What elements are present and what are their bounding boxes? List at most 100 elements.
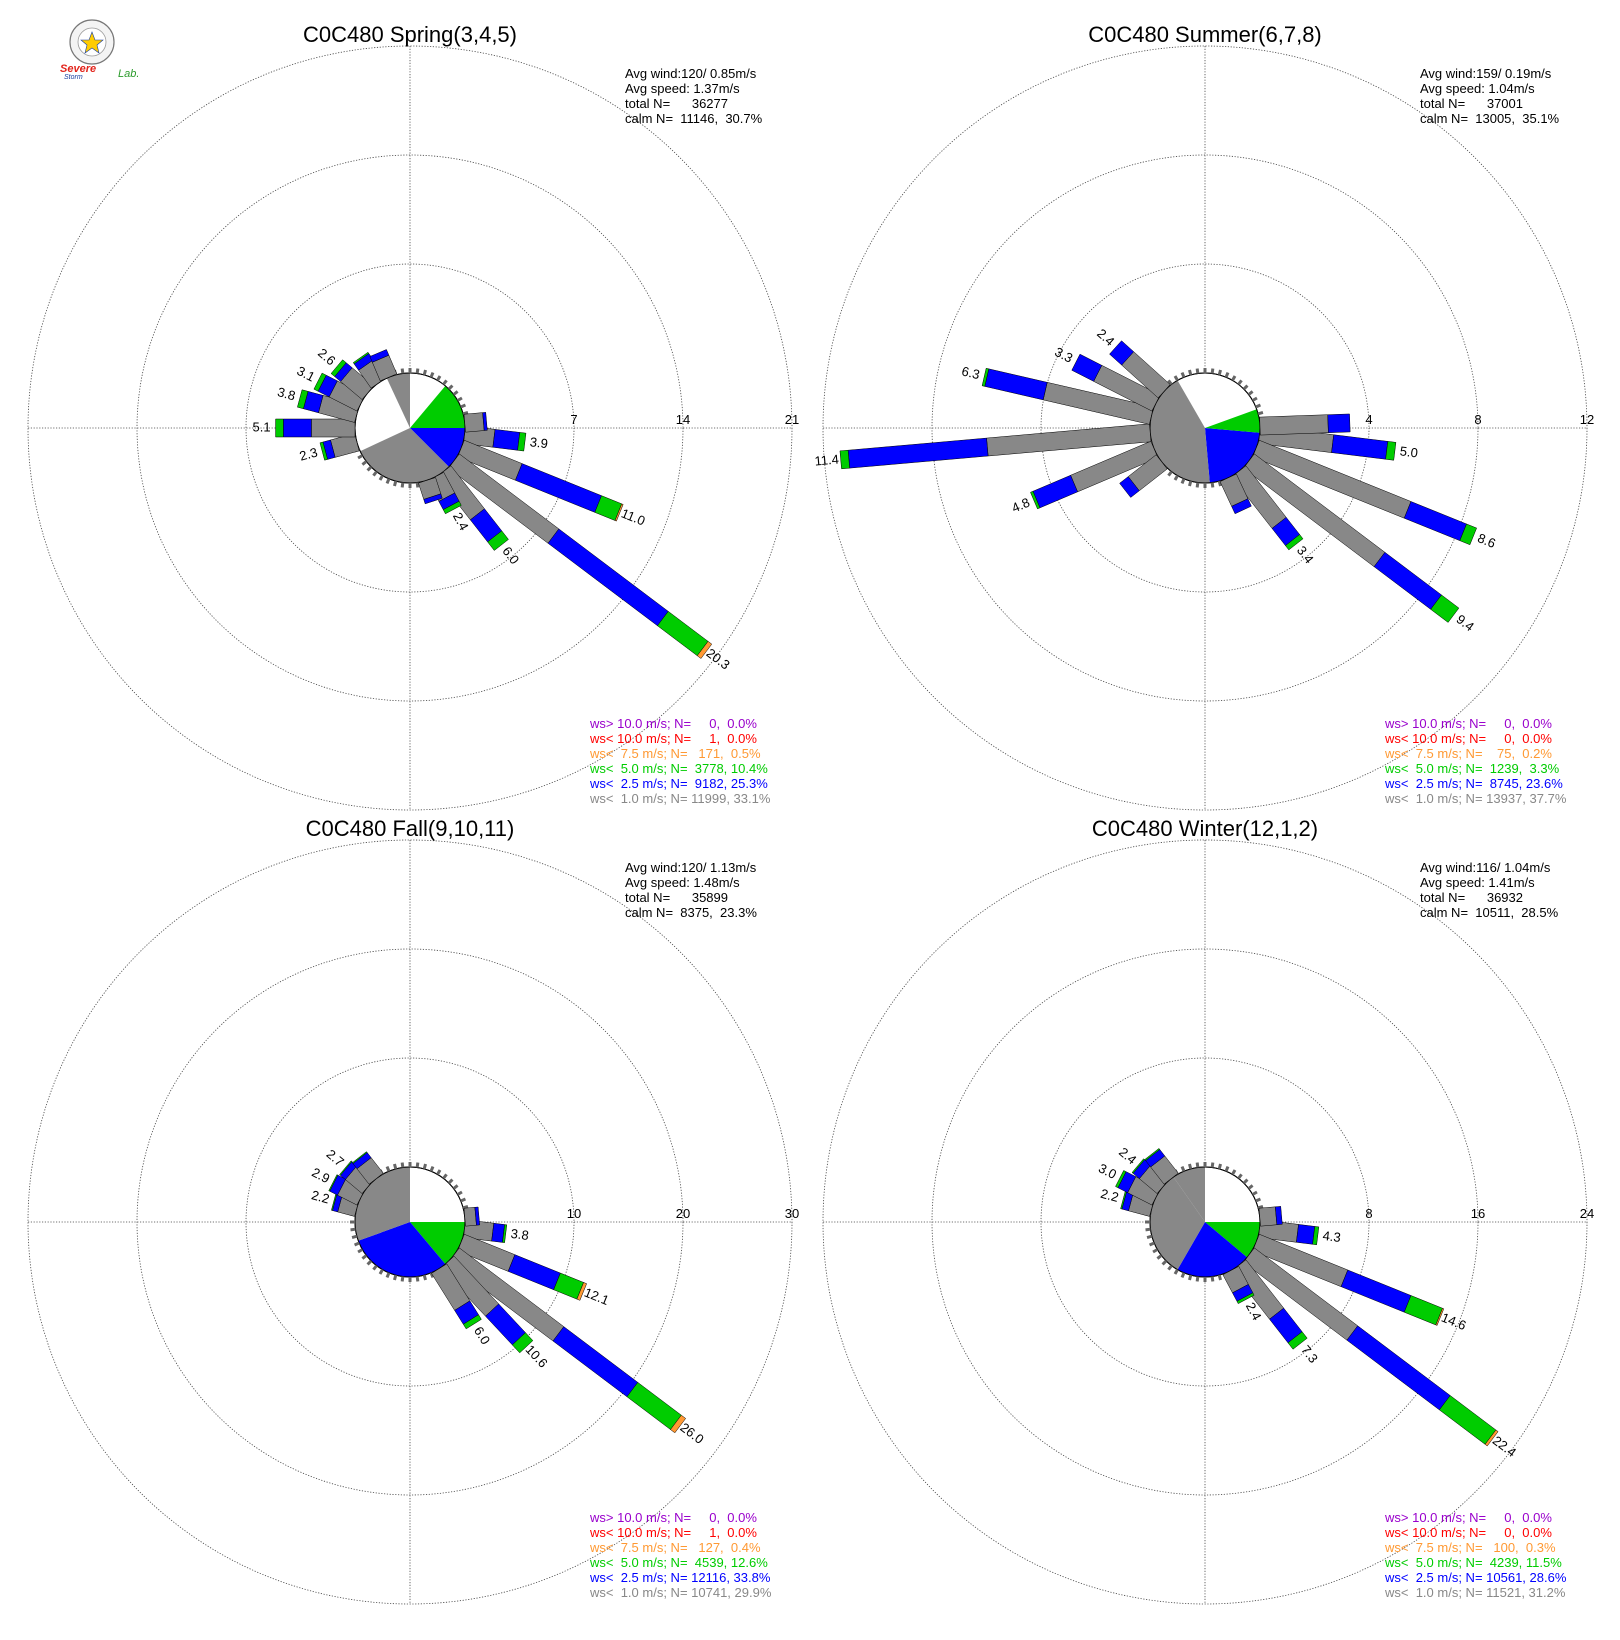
petal-segment [339, 1160, 353, 1176]
hub-tick [366, 1259, 373, 1266]
stats-line: Avg speed: 1.37m/s [625, 81, 740, 96]
petal-label: 2.7 [324, 1146, 347, 1169]
stats-line: Avg wind:159/ 0.19m/s [1420, 66, 1552, 81]
hub-tick [456, 396, 463, 402]
hub-tick [1167, 1264, 1173, 1271]
petal-label: 3.4 [1294, 543, 1317, 566]
hub-tick [385, 1165, 391, 1172]
petal-label: 11.4 [814, 451, 840, 468]
petal-segment [1030, 490, 1041, 510]
hub-tick [460, 403, 467, 409]
hub-tick [1210, 1162, 1215, 1168]
stats-line: Avg wind:120/ 1.13m/s [625, 860, 757, 875]
hub-tick [366, 465, 373, 472]
stats-line: total N= 37001 [1420, 96, 1523, 111]
hub-tick [1255, 1197, 1262, 1203]
hub-tick [456, 1190, 463, 1196]
panel-title: C0C480 Summer(6,7,8) [1088, 22, 1322, 47]
petal-label: 2.3 [298, 445, 319, 464]
legend-entry: ws< 7.5 m/s; N= 75, 0.2% [1384, 746, 1552, 761]
hub-tick [1217, 480, 1222, 487]
hub-tick [415, 368, 420, 374]
hub-tick [357, 1248, 364, 1254]
petal-label: 2.4 [450, 510, 472, 533]
wind-rose-panel: 4 8 12 C0C480 Summer(6,7,8) Avg wind:159/ 0.… [814, 22, 1594, 811]
petal-segment [487, 530, 509, 551]
hub-tick [1195, 1276, 1200, 1282]
petal-segment [614, 503, 624, 522]
petal-segment [1131, 1158, 1145, 1174]
legend-entry: ws< 1.0 m/s; N= 10741, 29.9% [589, 1585, 772, 1600]
petal-segment [1459, 523, 1477, 546]
hub-tick [1210, 482, 1215, 488]
petal-segment [319, 441, 328, 461]
petal-segment [1430, 594, 1460, 623]
hub-tick [422, 1274, 427, 1281]
petal-segment [1403, 501, 1467, 541]
ring-label: 16 [1471, 1206, 1485, 1221]
petal-segment [330, 359, 347, 377]
petal-segment [1340, 1269, 1412, 1313]
calm-sector [1150, 1176, 1205, 1270]
petal-segment [1312, 1226, 1320, 1246]
hub-tick [460, 1197, 467, 1203]
stats-line: Avg wind:120/ 0.85m/s [625, 66, 757, 81]
petal-segment [462, 1314, 482, 1330]
hub-tick [452, 1184, 459, 1190]
petal-label: 3.8 [276, 384, 297, 403]
petal-label: 8.6 [1475, 530, 1497, 551]
hub-tick [1180, 1165, 1186, 1172]
petal-segment [492, 429, 521, 451]
petal-label: 7.3 [1298, 1342, 1321, 1365]
legend-entry: ws> 10.0 m/s; N= 0, 0.0% [1384, 1510, 1552, 1525]
hub-tick [1146, 1234, 1153, 1239]
legend-entry: ws< 1.0 m/s; N= 11999, 33.1% [589, 791, 771, 806]
wind-rose-panel: 10 20 30 C0C480 Fall(9,10,11) Avg wind:120/ … [27, 816, 799, 1605]
petal-label: 5.0 [1399, 443, 1419, 460]
hub-tick [447, 1178, 454, 1185]
logo-text-storm: Storm [64, 74, 83, 81]
ring-label: 24 [1580, 1206, 1594, 1221]
legend-entry: ws< 7.5 m/s; N= 171, 0.5% [589, 746, 761, 761]
grid-ring [822, 45, 1588, 811]
legend-entry: ws< 7.5 m/s; N= 100, 0.3% [1384, 1540, 1556, 1555]
petal-label: 2.2 [1099, 1186, 1120, 1205]
hub-tick [361, 1254, 368, 1260]
hub-tick [436, 375, 442, 382]
logo-star-icon [80, 31, 104, 54]
legend-entry: ws< 5.0 m/s; N= 4239, 11.5% [1384, 1555, 1562, 1570]
hub-tick [1257, 411, 1264, 416]
petal-segment [1275, 1206, 1283, 1226]
hub-tick [1195, 1162, 1200, 1168]
calm-sector [410, 428, 465, 467]
petal-segment [696, 640, 713, 659]
hub-tick [400, 368, 405, 374]
hub-tick [378, 1268, 384, 1275]
petal-segment [1109, 340, 1135, 366]
petal-segment [351, 1151, 368, 1164]
petal-label: 4.3 [1322, 1228, 1342, 1245]
petal-label: 2.4 [1094, 326, 1117, 349]
grid-ring [822, 839, 1588, 1605]
calm-sector [1205, 1222, 1260, 1258]
hub-tick [1188, 1274, 1193, 1281]
hub-tick [1180, 371, 1186, 378]
petal-segment [1115, 1170, 1127, 1189]
petal-segment [515, 463, 602, 513]
petal-segment [1071, 353, 1103, 382]
hub-tick [1210, 368, 1215, 374]
legend-entry: ws> 10.0 m/s; N= 0, 0.0% [589, 716, 757, 731]
hub-tick [1173, 375, 1179, 382]
hub-tick [1217, 369, 1222, 376]
petal-segment [576, 1282, 587, 1301]
grid-ring [136, 154, 684, 702]
stats-line: calm N= 8375, 23.3% [625, 905, 757, 920]
petal-segment [474, 1206, 480, 1226]
petal-segment [1032, 474, 1078, 509]
legend-entry: ws> 10.0 m/s; N= 0, 0.0% [1384, 716, 1552, 731]
petal-label: 3.9 [529, 434, 549, 451]
petal-label: 2.2 [310, 1187, 331, 1206]
hub-tick [1231, 1169, 1237, 1176]
calm-sector [1205, 409, 1260, 433]
legend-entry: ws< 2.5 m/s; N= 9182, 25.3% [589, 776, 768, 791]
